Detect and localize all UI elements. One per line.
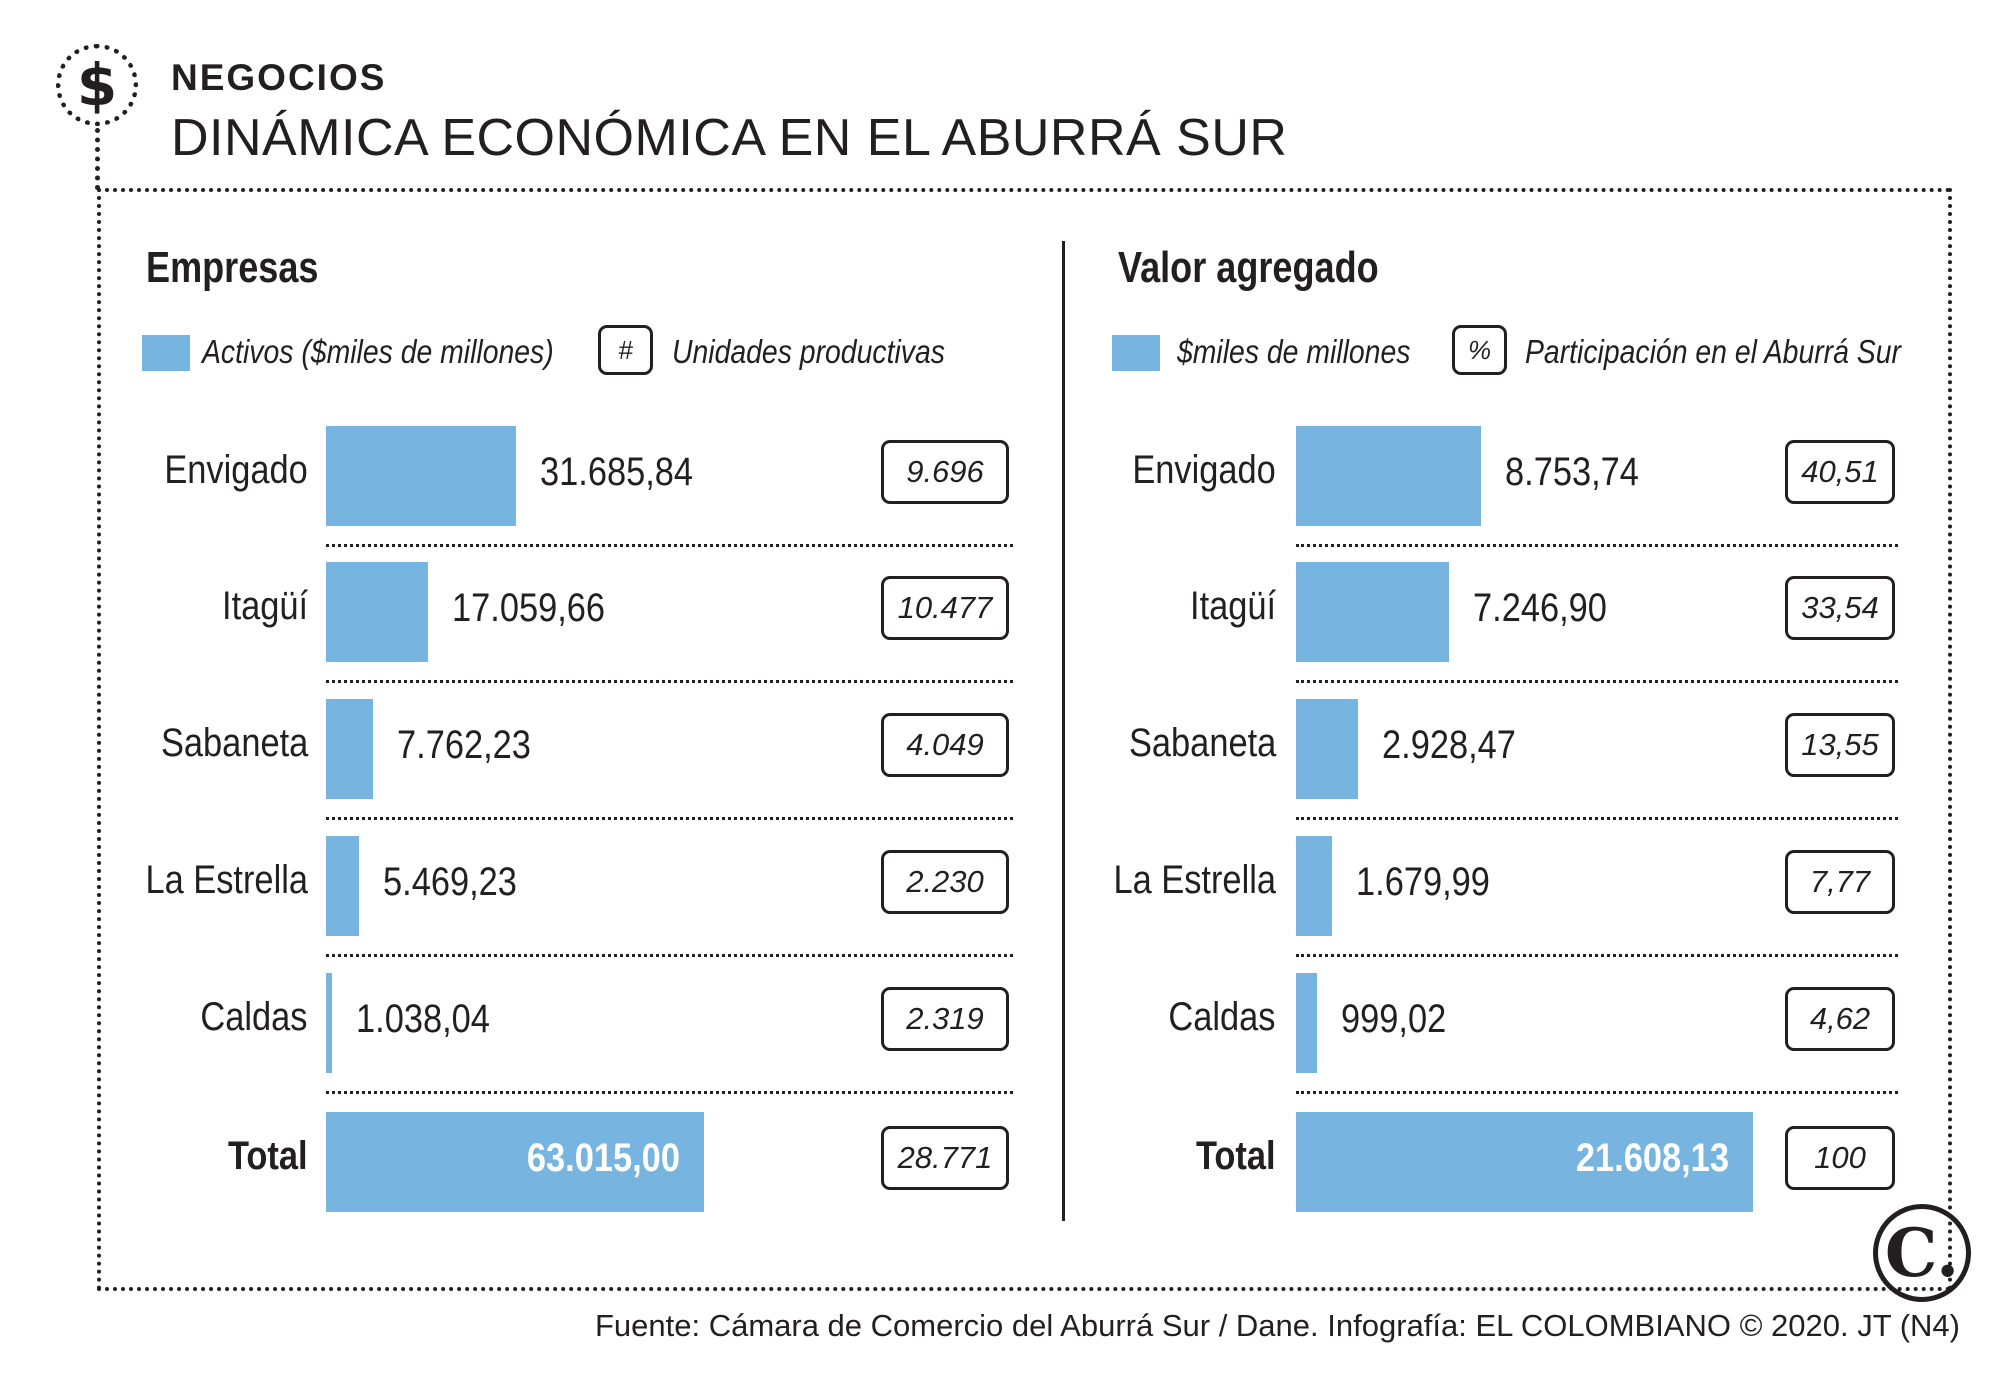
row-separator bbox=[1296, 817, 1898, 820]
row-separator bbox=[326, 680, 1013, 683]
bar-valor-agregado bbox=[1296, 836, 1332, 936]
row-label: Caldas bbox=[200, 995, 308, 1039]
dollar-icon: $ bbox=[56, 44, 138, 126]
logo-glyph: C. bbox=[1884, 1214, 1960, 1292]
hash-icon: # bbox=[618, 334, 633, 365]
row-label: Sabaneta bbox=[160, 721, 308, 765]
legend-label-unidades: Unidades productivas bbox=[672, 333, 945, 370]
bar-value-label: 1.038,04 bbox=[356, 997, 491, 1041]
bar-value-label: 1.679,99 bbox=[1355, 860, 1490, 904]
total-bar-valor-agregado bbox=[1296, 1112, 1754, 1212]
row-separator bbox=[1296, 544, 1898, 547]
el-colombiano-logo: C. bbox=[1873, 1204, 1971, 1302]
row-label: Envigado bbox=[1132, 448, 1276, 492]
page-title: DINÁMICA ECONÓMICA EN EL ABURRÁ SUR bbox=[171, 109, 1288, 167]
percent-icon: % bbox=[1467, 334, 1492, 365]
section-tag: NEGOCIOS bbox=[171, 57, 387, 98]
bar-value-label: 31.685,84 bbox=[540, 450, 694, 494]
legend-label-miles: $miles de millones bbox=[1177, 333, 1411, 370]
bar-valor-agregado bbox=[1296, 562, 1450, 662]
bar-empresas bbox=[326, 836, 359, 936]
panel-divider bbox=[1062, 241, 1065, 1221]
bar-valor-agregado bbox=[1296, 699, 1358, 799]
infographic-frame bbox=[97, 188, 1952, 1291]
legend-swatch-activos bbox=[142, 335, 190, 371]
bar-empresas bbox=[326, 699, 373, 799]
value-box: 2.230 bbox=[881, 850, 1009, 914]
bar-empresas bbox=[326, 973, 333, 1073]
bar-value-label: 8.753,74 bbox=[1505, 450, 1640, 494]
bar-value-label: 7.246,90 bbox=[1473, 586, 1608, 630]
row-separator bbox=[326, 817, 1013, 820]
legend-box-participacion: % bbox=[1452, 325, 1507, 375]
source-footer: Fuente: Cámara de Comercio del Aburrá Su… bbox=[594, 1308, 1960, 1343]
row-separator bbox=[1296, 954, 1898, 957]
value-box: 40,51 bbox=[1785, 440, 1895, 504]
row-separator bbox=[1296, 1091, 1898, 1094]
row-label: La Estrella bbox=[145, 858, 308, 902]
bar-valor-agregado bbox=[1296, 426, 1482, 526]
total-value-box: 28.771 bbox=[881, 1126, 1009, 1190]
row-label: Envigado bbox=[164, 448, 308, 492]
row-separator bbox=[326, 1091, 1013, 1094]
decorative-dotted-connector bbox=[95, 128, 100, 190]
value-box: 4,62 bbox=[1785, 987, 1895, 1051]
value-box: 4.049 bbox=[881, 713, 1009, 777]
value-box: 2.319 bbox=[881, 987, 1009, 1051]
row-label: Itagüí bbox=[221, 584, 308, 628]
total-label: Total bbox=[228, 1134, 308, 1178]
total-bar-value: 63.015,00 bbox=[527, 1136, 681, 1180]
value-box: 7,77 bbox=[1785, 850, 1895, 914]
bar-value-label: 5.469,23 bbox=[382, 860, 517, 904]
bar-empresas bbox=[326, 562, 429, 662]
row-label: Caldas bbox=[1168, 995, 1276, 1039]
panel-title-valor-agregado: Valor agregado bbox=[1118, 243, 1379, 292]
dollar-icon-glyph: $ bbox=[76, 51, 118, 119]
row-label: La Estrella bbox=[1113, 858, 1276, 902]
total-value-box: 100 bbox=[1785, 1126, 1895, 1190]
bar-value-label: 2.928,47 bbox=[1381, 723, 1516, 767]
total-bar-empresas bbox=[326, 1112, 705, 1212]
value-box: 9.696 bbox=[881, 440, 1009, 504]
row-label: Sabaneta bbox=[1128, 721, 1276, 765]
row-separator bbox=[326, 544, 1013, 547]
legend-label-activos: Activos ($miles de millones) bbox=[202, 333, 554, 370]
total-label: Total bbox=[1196, 1134, 1276, 1178]
legend-swatch-miles bbox=[1112, 335, 1160, 371]
value-box: 13,55 bbox=[1785, 713, 1895, 777]
legend-label-participacion: Participación en el Aburrá Sur bbox=[1525, 333, 1901, 370]
bar-value-label: 999,02 bbox=[1341, 997, 1447, 1041]
row-separator bbox=[1296, 680, 1898, 683]
bar-value-label: 7.762,23 bbox=[396, 723, 531, 767]
row-separator bbox=[326, 954, 1013, 957]
panel-title-empresas: Empresas bbox=[146, 243, 319, 292]
bar-value-label: 17.059,66 bbox=[452, 586, 606, 630]
legend-box-unidades: # bbox=[598, 325, 653, 375]
value-box: 33,54 bbox=[1785, 576, 1895, 640]
total-bar-value: 21.608,13 bbox=[1576, 1136, 1730, 1180]
value-box: 10.477 bbox=[881, 576, 1009, 640]
bar-empresas bbox=[326, 426, 517, 526]
row-label: Itagüí bbox=[1189, 584, 1276, 628]
bar-valor-agregado bbox=[1296, 973, 1318, 1073]
